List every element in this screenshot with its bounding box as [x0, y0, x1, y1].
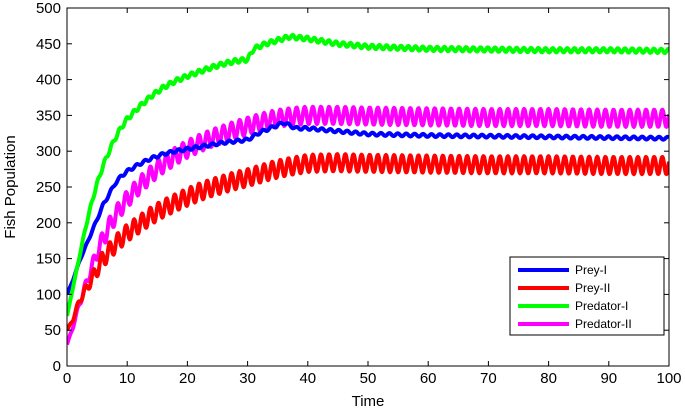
- y-tick-label: 500: [36, 0, 61, 17]
- x-tick-label: 90: [600, 370, 617, 387]
- y-tick-label: 400: [36, 72, 61, 89]
- legend: Prey-I Prey-II Predator-I Predator-II: [509, 256, 665, 336]
- legend-label-predator-i: Predator-I: [575, 299, 628, 313]
- y-tick-label: 350: [36, 107, 61, 124]
- series-line-prey-i: [67, 120, 669, 296]
- x-axis-title: Time: [352, 393, 385, 410]
- x-tick-label: 20: [179, 370, 196, 387]
- x-tick-label: 30: [239, 370, 256, 387]
- x-tick-label: 100: [656, 370, 681, 387]
- x-tick-label: 60: [420, 370, 437, 387]
- x-tick-label: 0: [63, 370, 71, 387]
- x-tick-label: 70: [480, 370, 497, 387]
- y-axis-title: Fish Population: [2, 135, 19, 238]
- x-tick-label: 80: [540, 370, 557, 387]
- y-tick-label: 50: [44, 322, 61, 339]
- y-tick-label: 100: [36, 286, 61, 303]
- y-tick-label: 0: [53, 358, 61, 375]
- ticks-layer: 0 10 20 30 40 50 60 70 80 90 100 0 50 100 150 200 250 300…: [36, 0, 682, 387]
- legend-label-prey-i: Prey-I: [575, 263, 607, 277]
- x-tick-label: 50: [360, 370, 377, 387]
- y-tick-label: 200: [36, 215, 61, 232]
- x-tick-label: 10: [119, 370, 136, 387]
- series-line-prey-ii: [67, 152, 669, 332]
- legend-label-predator-ii: Predator-II: [575, 317, 632, 331]
- y-tick-label: 250: [36, 179, 61, 196]
- legend-label-prey-ii: Prey-II: [575, 281, 610, 295]
- x-tick-label: 40: [299, 370, 316, 387]
- y-tick-label: 300: [36, 143, 61, 160]
- y-tick-label: 450: [36, 36, 61, 53]
- y-tick-label: 150: [36, 251, 61, 268]
- series-line-predator-i: [67, 32, 669, 317]
- series-layer: [67, 32, 669, 346]
